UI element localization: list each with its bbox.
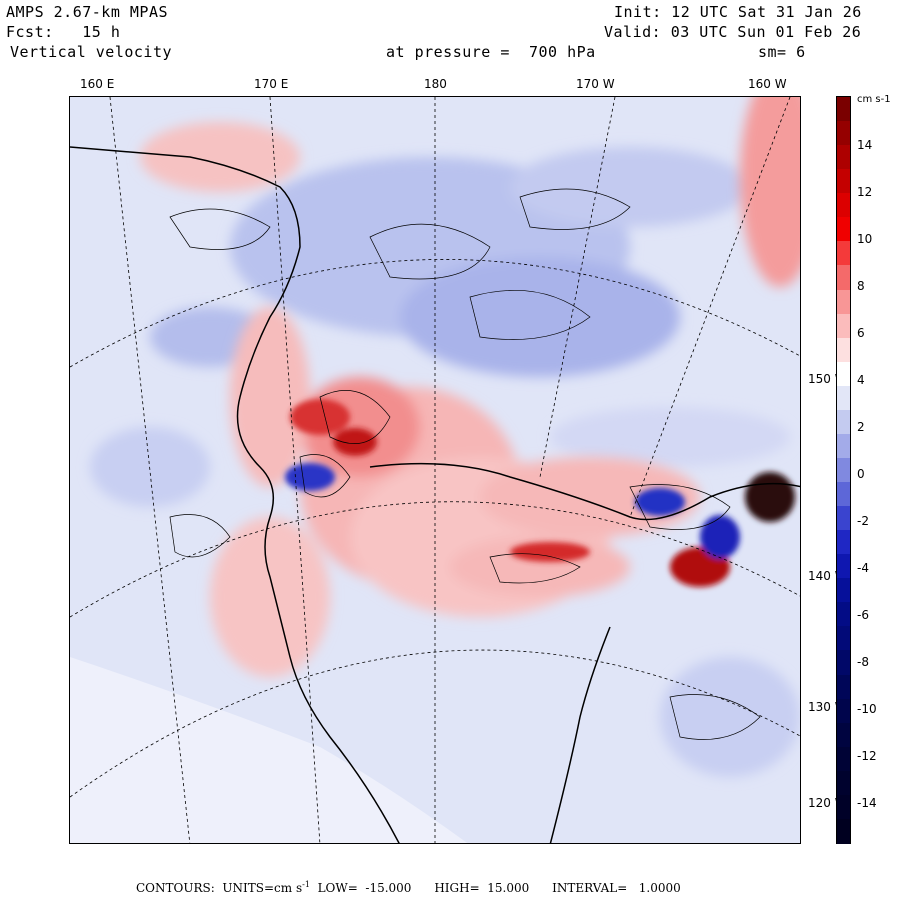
colorbar-swatch (837, 265, 850, 291)
descent-regions (90, 147, 800, 777)
colorbar-tick-label: 4 (857, 373, 865, 387)
colorbar-swatch (837, 578, 850, 604)
colorbar-swatch (837, 337, 850, 363)
colorbar (836, 96, 851, 844)
contours-label: CONTOURS: (136, 881, 215, 895)
lon-label-170e: 170 E (254, 77, 289, 91)
colorbar-swatch (837, 770, 850, 796)
valid-time: Valid: 03 UTC Sun 01 Feb 26 (604, 23, 862, 41)
colorbar-swatch (837, 217, 850, 243)
colorbar-swatch (837, 554, 850, 580)
colorbar-swatch (837, 145, 850, 171)
colorbar-units-text: cm s-1 (857, 94, 891, 105)
interval-value: INTERVAL= 1.0000 (552, 881, 681, 895)
colorbar-swatch (837, 433, 850, 459)
lon-label-180: 180 (424, 77, 447, 91)
colorbar-swatch (837, 121, 850, 147)
colorbar-tick-label: 6 (857, 326, 865, 340)
colorbar-swatch (837, 626, 850, 652)
colorbar-tick-label: 10 (857, 232, 873, 246)
colorbar-swatch (837, 650, 850, 676)
colorbar-tick-label: 0 (857, 467, 865, 481)
contours (169, 188, 761, 740)
intense-cores (285, 399, 795, 587)
colorbar-tick-label: 14 (857, 138, 873, 152)
low-value: LOW= -15.000 (317, 881, 412, 895)
colorbar-swatch (837, 674, 850, 700)
colorbar-tick-label: -6 (857, 608, 869, 622)
colorbar-swatch (837, 193, 850, 219)
colorbar-tick-label: 8 (857, 279, 865, 293)
colorbar-swatch (837, 746, 850, 772)
colorbar-units: cm s-1 (857, 94, 891, 105)
units-sup: -1 (302, 880, 310, 889)
colorbar-tick-label: -12 (857, 749, 877, 763)
init-time: Init: 12 UTC Sat 31 Jan 26 (614, 3, 862, 21)
colorbar-swatch (837, 530, 850, 556)
graticule (70, 97, 800, 843)
lon-label-160w: 160 W (748, 77, 787, 91)
map-panel (69, 96, 801, 844)
high-value: HIGH= 15.000 (434, 881, 530, 895)
colorbar-swatch (837, 361, 850, 387)
colorbar-swatch (837, 698, 850, 724)
colorbar-swatch (837, 313, 850, 339)
colorbar-swatch (837, 602, 850, 628)
colorbar-tick-label: 2 (857, 420, 865, 434)
smoothing: sm= 6 (758, 43, 806, 61)
colorbar-swatch (837, 289, 850, 315)
colorbar-swatch (837, 506, 850, 532)
colorbar-swatch (837, 722, 850, 748)
model-title: AMPS 2.67-km MPAS (6, 3, 169, 21)
colorbar-swatch (837, 457, 850, 484)
coastline (70, 146, 800, 843)
colorbar-swatch (837, 794, 850, 820)
forecast-label: Fcst: 15 h (6, 24, 120, 40)
colorbar-tick-label: -14 (857, 796, 877, 810)
colorbar-tick-label: -2 (857, 514, 869, 528)
forecast-label-text: Fcst: (6, 23, 54, 41)
colorbar-swatch (837, 409, 850, 435)
ascent-regions (140, 97, 800, 677)
lon-label-160e: 160 E (80, 77, 115, 91)
vertical-velocity-map (70, 97, 800, 843)
colorbar-swatch (837, 482, 850, 508)
colorbar-tick-label: -4 (857, 561, 869, 575)
units-text: UNITS=cm s (222, 881, 303, 895)
colorbar-swatch (837, 97, 850, 123)
colorbar-swatch (837, 241, 850, 267)
contour-info: CONTOURS: UNITS=cm s-1 LOW= -15.000 HIGH… (136, 880, 681, 895)
colorbar-tick-label: -8 (857, 655, 869, 669)
pressure-level: at pressure = 700 hPa (386, 43, 596, 61)
colorbar-swatch (837, 385, 850, 411)
lon-label-170w: 170 W (576, 77, 615, 91)
plateau (70, 657, 468, 843)
field-name: Vertical velocity (10, 43, 173, 61)
colorbar-tick-label: -10 (857, 702, 877, 716)
colorbar-swatch (837, 818, 850, 844)
colorbar-swatch (837, 169, 850, 195)
forecast-hours: 15 h (82, 23, 121, 41)
colorbar-tick-label: 12 (857, 185, 873, 199)
